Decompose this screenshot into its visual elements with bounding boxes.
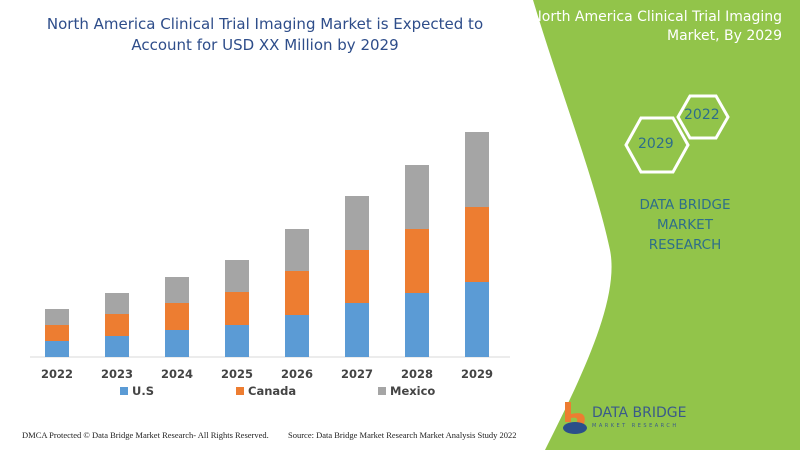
legend-swatch-us	[120, 387, 128, 395]
x-tick-label: 2027	[340, 367, 373, 381]
side-panel-title: North America Clinical Trial Imaging Mar…	[512, 8, 782, 46]
brand-line-2: RESEARCH	[648, 237, 722, 253]
bar-canada-2024	[165, 303, 189, 330]
bar-us-2025	[225, 325, 249, 357]
bar-us-2022	[45, 341, 69, 357]
bar-us-2029	[465, 282, 489, 357]
legend-swatch-mexico	[378, 387, 386, 395]
side-title-line-2: Market, By 2029	[667, 28, 782, 44]
legend-label-canada: Canada	[248, 384, 297, 398]
footer-source: Source: Data Bridge Market Research Mark…	[288, 430, 517, 440]
bar-canada-2027	[345, 250, 369, 303]
title-line-1: North America Clinical Trial Imaging Mar…	[46, 15, 484, 33]
footer-copyright: DMCA Protected © Data Bridge Market Rese…	[22, 430, 269, 440]
logo-icon	[563, 402, 587, 434]
bar-mexico-2029	[465, 132, 489, 207]
bar-us-2024	[165, 330, 189, 357]
bar-canada-2026	[285, 271, 309, 315]
legend-swatch-canada	[236, 387, 244, 395]
legend-label-mexico: Mexico	[390, 384, 436, 398]
bar-canada-2023	[105, 314, 129, 336]
bar-mexico-2025	[225, 260, 249, 292]
logo-text: DATA BRIDGE	[592, 405, 687, 421]
legend-us: U.S	[120, 384, 154, 398]
brand-line-1: DATA BRIDGE MARKET	[639, 197, 731, 233]
hexagon-2022	[676, 94, 730, 140]
bar-mexico-2027	[345, 196, 369, 250]
bar-us-2027	[345, 303, 369, 357]
green-side-panel	[533, 0, 800, 450]
title-line-2: Account for USD XX Million by 2029	[131, 36, 399, 54]
x-tick-label: 2028	[400, 367, 433, 381]
bar-canada-2029	[465, 207, 489, 282]
x-tick-label: 2022	[40, 367, 73, 381]
side-title-line-1: North America Clinical Trial Imaging	[531, 9, 782, 25]
hex-label-2022: 2022	[684, 107, 720, 123]
x-tick-label: 2023	[100, 367, 133, 381]
chart-title: North America Clinical Trial Imaging Mar…	[40, 14, 490, 56]
bar-mexico-2024	[165, 277, 189, 303]
hex-label-2029: 2029	[638, 136, 674, 152]
legend-mexico: Mexico	[378, 384, 435, 398]
bar-us-2026	[285, 315, 309, 357]
logo-subtext: MARKET RESEARCH	[592, 423, 679, 429]
legend-label-us: U.S	[132, 384, 154, 398]
x-tick-label: 2024	[160, 367, 193, 381]
legend-canada: Canada	[236, 384, 296, 398]
bar-canada-2028	[405, 229, 429, 293]
bar-mexico-2028	[405, 165, 429, 229]
bar-mexico-2023	[105, 293, 129, 314]
brand-text: DATA BRIDGE MARKET RESEARCH	[610, 195, 760, 255]
bar-us-2023	[105, 336, 129, 357]
bar-canada-2025	[225, 292, 249, 325]
bars-group	[45, 132, 489, 357]
bar-us-2028	[405, 293, 429, 357]
x-tick-label: 2026	[280, 367, 313, 381]
x-tick-label: 2025	[220, 367, 253, 381]
bar-mexico-2026	[285, 229, 309, 271]
bar-mexico-2022	[45, 309, 69, 325]
hexagon-2029	[624, 116, 690, 174]
bar-canada-2022	[45, 325, 69, 341]
x-tick-label: 2029	[460, 367, 493, 381]
